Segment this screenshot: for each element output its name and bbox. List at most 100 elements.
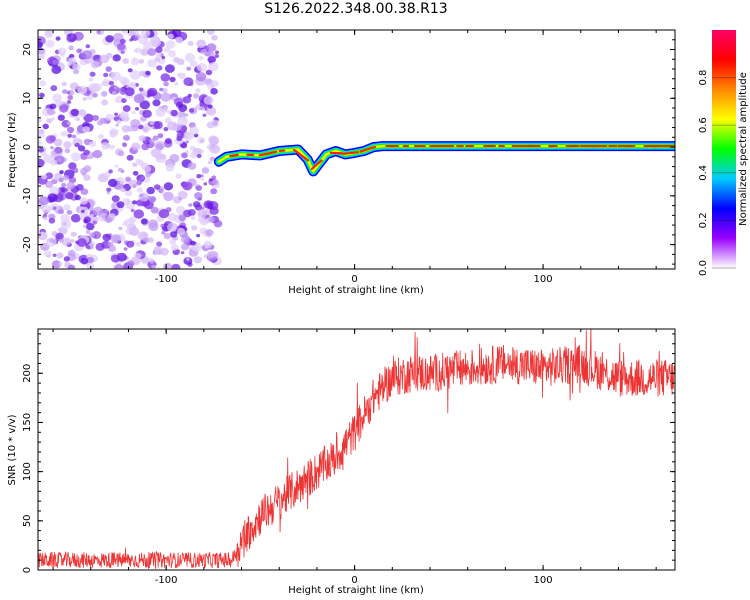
noise-blob: [187, 41, 194, 46]
noise-blob: [61, 81, 67, 87]
noise-blob: [140, 218, 148, 225]
noise-blob: [74, 194, 81, 201]
noise-blob: [100, 91, 108, 97]
noise-blob: [49, 186, 60, 196]
noise-blob: [67, 264, 76, 269]
noise-blob: [58, 209, 64, 215]
noise-blob: [189, 108, 195, 113]
noise-blob: [55, 232, 64, 240]
noise-blob: [73, 69, 79, 75]
noise-blob: [149, 37, 159, 45]
noise-blob: [106, 191, 111, 195]
noise-blob: [42, 123, 49, 130]
noise-blob: [147, 237, 154, 243]
noise-blob: [209, 156, 216, 162]
noise-blob: [126, 154, 134, 161]
noise-blob: [67, 133, 72, 138]
noise-blob: [147, 59, 158, 68]
noise-blob: [167, 222, 178, 232]
noise-blob: [183, 257, 193, 265]
noise-blob: [207, 104, 213, 109]
noise-blob: [215, 50, 219, 55]
noise-blob: [207, 251, 216, 259]
noise-blob: [82, 224, 87, 228]
noise-blob: [77, 85, 88, 95]
noise-blob: [68, 45, 74, 51]
noise-blob: [123, 134, 130, 141]
noise-blob: [154, 56, 161, 62]
snr-x-ticks: -100 0 100: [52, 329, 657, 586]
noise-blob: [52, 253, 57, 257]
noise-blob: [207, 160, 212, 165]
noise-blob: [197, 209, 207, 219]
noise-blob: [108, 169, 113, 174]
noise-blob: [82, 126, 91, 133]
noise-blob: [110, 254, 120, 263]
noise-blob: [170, 109, 178, 117]
noise-blob: [72, 63, 81, 71]
noise-blob: [152, 99, 161, 107]
noise-blob: [175, 173, 182, 179]
noise-blob: [193, 93, 199, 99]
colorbar-tick-label: 0.0: [698, 260, 709, 276]
noise-blob: [99, 117, 107, 125]
noise-blob: [131, 142, 141, 151]
noise-blob: [149, 120, 155, 126]
noise-blob: [155, 46, 163, 53]
noise-blob: [123, 78, 130, 85]
noise-blob: [120, 50, 125, 55]
noise-blob: [203, 95, 214, 105]
noise-blob: [128, 227, 139, 236]
x-tick-label: -100: [155, 274, 178, 285]
noise-blob: [41, 174, 48, 180]
noise-blob: [66, 91, 71, 95]
noise-blob: [116, 201, 125, 209]
noise-blob: [127, 30, 135, 37]
noise-blob: [185, 132, 194, 141]
noise-blob: [199, 227, 207, 234]
colorbar-label: Normalized spectral amplitude: [738, 72, 749, 226]
noise-blob: [101, 81, 108, 87]
noise-blob: [57, 157, 62, 162]
noise-blob: [71, 134, 77, 139]
noise-blob: [205, 214, 210, 219]
noise-blob: [159, 247, 169, 256]
spectrogram-y-ticks: -20 -10 0 10 20: [22, 29, 675, 265]
noise-blob: [186, 257, 190, 261]
noise-blob: [106, 187, 112, 192]
noise-blob: [83, 216, 91, 223]
noise-blob: [43, 216, 48, 221]
noise-blob: [78, 110, 87, 118]
noise-blob: [70, 152, 82, 162]
noise-blob: [86, 256, 95, 264]
noise-blob: [189, 152, 198, 159]
noise-blob: [192, 201, 201, 208]
noise-blob: [189, 126, 199, 135]
trace-peak: [310, 159, 323, 170]
noise-blob: [49, 103, 57, 110]
noise-blob: [182, 96, 192, 104]
noise-blob: [175, 36, 184, 44]
noise-blob: [138, 59, 145, 64]
noise-blob: [101, 142, 110, 150]
noise-blob: [52, 206, 57, 210]
x-tick-label: 100: [534, 575, 553, 586]
trace-peak: [266, 150, 278, 155]
noise-blob: [63, 141, 72, 149]
noise-blob: [180, 243, 190, 251]
noise-blob: [109, 144, 115, 150]
noise-blob: [46, 108, 55, 116]
noise-blob: [70, 231, 77, 237]
snr-y-label: SNR (10 * v/v): [7, 414, 18, 485]
noise-blob: [205, 229, 214, 237]
noise-blob: [181, 236, 190, 244]
noise-blob: [117, 150, 125, 157]
noise-blob: [169, 154, 180, 163]
noise-blob: [64, 148, 71, 154]
noise-blob: [112, 54, 121, 62]
noise-blob: [61, 182, 67, 188]
noise-blob: [92, 115, 99, 121]
noise-blob: [131, 162, 137, 167]
noise-blob: [134, 107, 140, 111]
noise-blob: [132, 200, 137, 205]
